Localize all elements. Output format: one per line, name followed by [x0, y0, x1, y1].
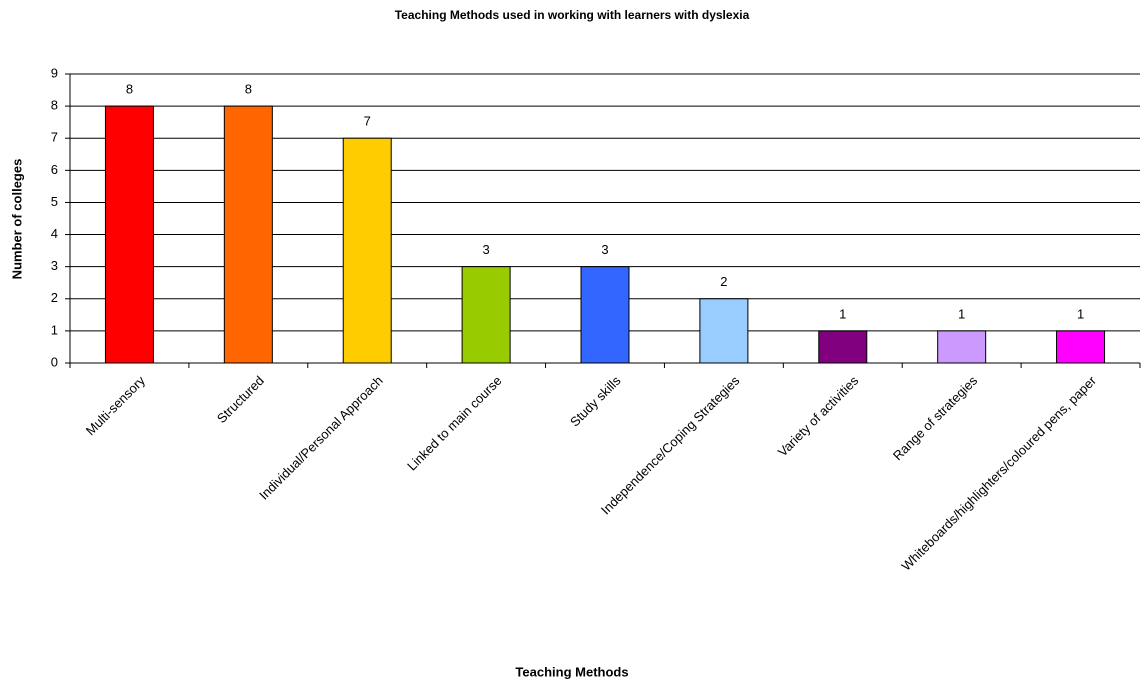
data-label: 1: [958, 306, 965, 321]
x-tick-label: Independence/Coping Strategies: [598, 373, 743, 518]
x-tick-label: Variety of activities: [775, 373, 862, 460]
x-tick-label: Whiteboards/highlighters/coloured pens, …: [898, 372, 1099, 573]
y-axis-title: Number of colleges: [9, 159, 24, 280]
y-tick-label: 5: [51, 194, 58, 209]
y-tick-label: 9: [51, 65, 58, 80]
y-tick-label: 4: [51, 226, 58, 241]
y-tick-label: 0: [51, 354, 58, 369]
data-label: 8: [126, 82, 133, 97]
data-label: 3: [601, 242, 608, 257]
bar: [580, 266, 630, 364]
bar: [1056, 330, 1106, 364]
x-tick-label: Multi-sensory: [83, 373, 149, 439]
chart-title: Teaching Methods used in working with le…: [395, 8, 750, 22]
y-tick-label: 6: [51, 162, 58, 177]
bar: [937, 330, 987, 364]
x-tick-label: Individual/Personal Approach: [256, 373, 386, 503]
x-axis-title: Teaching Methods: [515, 664, 628, 679]
y-tick-label: 2: [51, 290, 58, 305]
y-tick-label: 7: [51, 130, 58, 145]
data-label: 1: [839, 306, 846, 321]
x-tick-label: Study skills: [567, 373, 624, 430]
bar: [818, 330, 868, 364]
x-tick-label: Structured: [214, 373, 267, 426]
x-tick-label: Range of strategies: [890, 373, 981, 464]
y-tick-label: 8: [51, 98, 58, 113]
x-tick-label: Linked to main course: [404, 373, 505, 474]
data-label: 2: [720, 274, 727, 289]
bar: [342, 137, 392, 364]
bar: [104, 105, 154, 364]
y-tick-label: 1: [51, 322, 58, 337]
y-tick-label: 3: [51, 258, 58, 273]
bar: [461, 266, 511, 364]
data-label: 3: [482, 242, 489, 257]
data-label: 1: [1077, 306, 1084, 321]
bar: [223, 105, 273, 364]
data-label: 7: [364, 114, 371, 129]
bar: [699, 298, 749, 364]
data-label: 8: [245, 82, 252, 97]
